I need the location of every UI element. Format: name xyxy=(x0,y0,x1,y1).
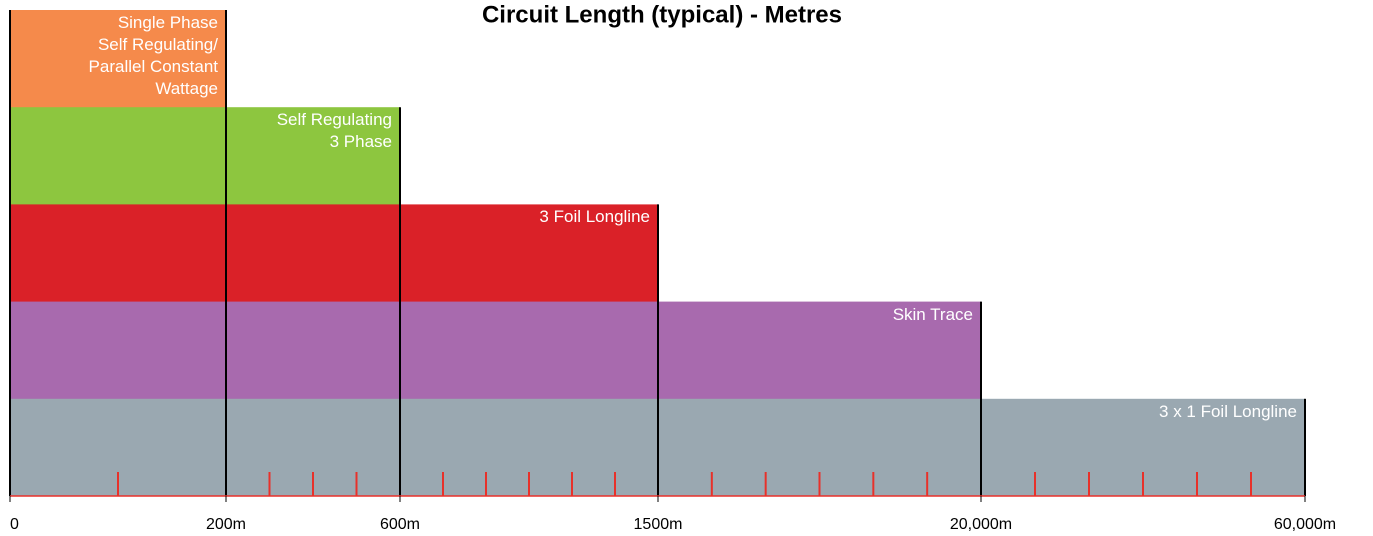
x-tick-label: 0 xyxy=(10,516,19,533)
bar-label: 3 x 1 Foil Longline xyxy=(1159,401,1297,421)
x-tick-label: 1500m xyxy=(634,516,683,533)
bar-label: 3 Foil Longline xyxy=(539,207,650,227)
x-tick-label: 600m xyxy=(380,516,420,533)
bar-label: Self Regulating 3 Phase xyxy=(276,110,392,152)
x-tick-label: 20,000m xyxy=(950,516,1012,533)
x-tick-label: 60,000m xyxy=(1274,516,1336,533)
bar-label: Single Phase Self Regulating/ Parallel C… xyxy=(88,13,218,98)
bar-label: Skin Trace xyxy=(892,304,973,324)
chart-title: Circuit Length (typical) - Metres xyxy=(482,1,842,28)
x-tick-label: 200m xyxy=(206,516,246,533)
